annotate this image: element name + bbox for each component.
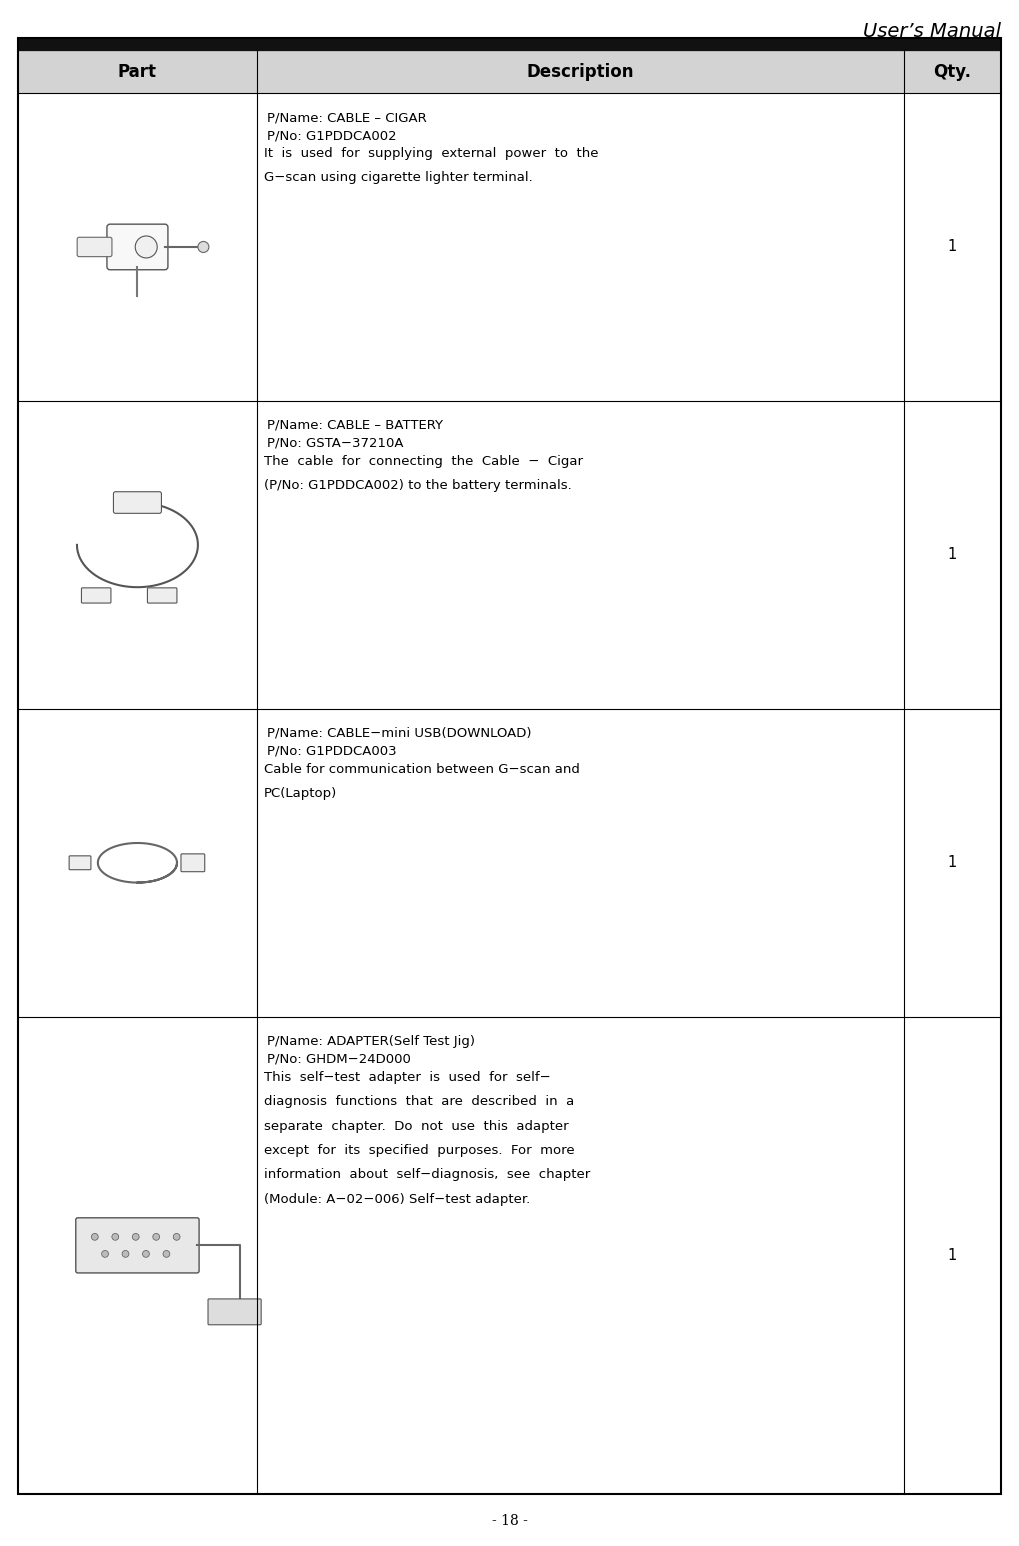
Circle shape xyxy=(112,1234,118,1240)
Text: 1: 1 xyxy=(948,547,957,563)
Text: - 18 -: - 18 - xyxy=(491,1514,528,1527)
Bar xyxy=(18,1017,1001,1493)
FancyBboxPatch shape xyxy=(75,1218,199,1272)
Bar xyxy=(18,708,1001,1017)
Bar xyxy=(18,51,1001,93)
Text: The  cable  for  connecting  the  Cable  −  Cigar: The cable for connecting the Cable − Cig… xyxy=(264,455,583,468)
Circle shape xyxy=(132,1234,140,1240)
Text: (P/No: G1PDDCA002) to the battery terminals.: (P/No: G1PDDCA002) to the battery termin… xyxy=(264,479,572,492)
Circle shape xyxy=(153,1234,160,1240)
FancyBboxPatch shape xyxy=(82,587,111,603)
FancyBboxPatch shape xyxy=(208,1299,261,1325)
Circle shape xyxy=(136,237,157,258)
Bar xyxy=(18,93,1001,400)
Text: separate  chapter.  Do  not  use  this  adapter: separate chapter. Do not use this adapte… xyxy=(264,1119,569,1133)
Text: P/Name: CABLE – BATTERY: P/Name: CABLE – BATTERY xyxy=(267,419,443,431)
Text: 1: 1 xyxy=(948,240,957,255)
Text: P/Name: ADAPTER(Self Test Jig): P/Name: ADAPTER(Self Test Jig) xyxy=(267,1034,475,1048)
FancyBboxPatch shape xyxy=(69,856,91,870)
Text: 1: 1 xyxy=(948,1248,957,1263)
FancyBboxPatch shape xyxy=(107,224,168,269)
Text: G−scan using cigarette lighter terminal.: G−scan using cigarette lighter terminal. xyxy=(264,172,533,184)
Circle shape xyxy=(198,241,209,252)
Text: P/No: GHDM−24D000: P/No: GHDM−24D000 xyxy=(267,1053,411,1065)
Text: 1: 1 xyxy=(948,855,957,870)
Text: (Module: A−02−006) Self−test adapter.: (Module: A−02−006) Self−test adapter. xyxy=(264,1192,530,1206)
Circle shape xyxy=(102,1251,108,1257)
Text: This  self−test  adapter  is  used  for  self−: This self−test adapter is used for self− xyxy=(264,1071,550,1084)
Text: Description: Description xyxy=(527,63,634,80)
Circle shape xyxy=(122,1251,129,1257)
FancyBboxPatch shape xyxy=(148,587,177,603)
Text: User’s Manual: User’s Manual xyxy=(863,22,1001,42)
Text: Qty.: Qty. xyxy=(933,63,971,80)
Text: Part: Part xyxy=(118,63,157,80)
Text: diagnosis  functions  that  are  described  in  a: diagnosis functions that are described i… xyxy=(264,1095,574,1108)
Circle shape xyxy=(163,1251,170,1257)
Circle shape xyxy=(92,1234,98,1240)
Circle shape xyxy=(173,1234,180,1240)
Text: P/No: GSTA−37210A: P/No: GSTA−37210A xyxy=(267,438,404,450)
Bar xyxy=(18,400,1001,708)
Text: P/No: G1PDDCA002: P/No: G1PDDCA002 xyxy=(267,128,396,142)
Text: Cable for communication between G−scan and: Cable for communication between G−scan a… xyxy=(264,762,580,776)
Bar xyxy=(18,39,1001,51)
Text: except  for  its  specified  purposes.  For  more: except for its specified purposes. For m… xyxy=(264,1144,575,1156)
FancyBboxPatch shape xyxy=(181,853,205,872)
Text: PC(Laptop): PC(Laptop) xyxy=(264,787,337,801)
Text: P/Name: CABLE−mini USB(DOWNLOAD): P/Name: CABLE−mini USB(DOWNLOAD) xyxy=(267,727,531,741)
FancyBboxPatch shape xyxy=(77,237,112,257)
Text: It  is  used  for  supplying  external  power  to  the: It is used for supplying external power … xyxy=(264,147,598,161)
Text: P/No: G1PDDCA003: P/No: G1PDDCA003 xyxy=(267,745,396,758)
FancyBboxPatch shape xyxy=(113,492,161,513)
Text: information  about  self−diagnosis,  see  chapter: information about self−diagnosis, see ch… xyxy=(264,1169,590,1181)
Text: P/Name: CABLE – CIGAR: P/Name: CABLE – CIGAR xyxy=(267,111,427,124)
Circle shape xyxy=(143,1251,150,1257)
